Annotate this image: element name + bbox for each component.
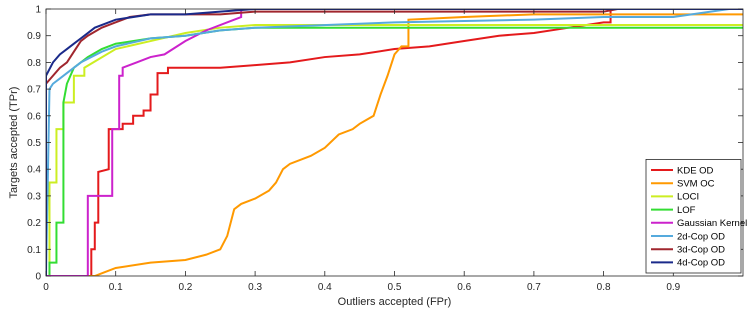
y-tick-label: 0.8 (27, 58, 41, 69)
legend-label-kde-od: KDE OD (677, 165, 714, 176)
y-tick-label: 0.3 (27, 191, 41, 202)
legend-label-lof: LOF (677, 205, 696, 216)
x-tick-label: 0.2 (178, 282, 192, 293)
plot-area (46, 9, 743, 276)
x-tick-label: 0.5 (388, 282, 402, 293)
x-tick-label: 0.8 (597, 282, 611, 293)
series-group (46, 9, 743, 276)
legend: KDE OD SVM OC LOCI LOF Gaussian Kernel 2d-Cop… (645, 158, 747, 274)
y-tick-label: 0.5 (27, 138, 41, 149)
legend-label-loci: LOCI (677, 192, 699, 203)
y-tick-label: 0.4 (27, 165, 41, 176)
y-tick-label: 0.9 (27, 31, 41, 42)
x-tick-label: 0.7 (527, 282, 541, 293)
series-line-4d-cop-od (46, 9, 743, 276)
x-tick-label: 0.9 (666, 282, 680, 293)
series-line-kde-od (46, 9, 743, 276)
x-tick-label: 0 (43, 282, 49, 293)
y-axis-label: Targets accepted (TPr) (8, 87, 20, 199)
x-axis-label: Outliers accepted (FPr) (338, 296, 452, 308)
series-line-gaussian-kernel (46, 9, 743, 276)
x-tick-label: 0.1 (109, 282, 123, 293)
legend-box (645, 158, 742, 274)
y-tick-label: 0.7 (27, 85, 41, 96)
y-tick-label: 0.1 (27, 245, 41, 256)
legend-label-svm-oc: SVM OC (677, 179, 715, 190)
x-tick-label: 0.4 (318, 282, 332, 293)
legend-label-gaussian-kernel: Gaussian Kernel (677, 218, 747, 229)
series-line-loci (46, 24, 743, 276)
series-line-svm-oc (46, 13, 743, 276)
legend-label-4d-cop-od: 4d-Cop OD (677, 258, 725, 269)
y-tick-label: 0 (35, 272, 41, 283)
y-tick-label: 1 (35, 5, 41, 16)
legend-label-2d-cop-od: 2d-Cop OD (677, 231, 725, 242)
series-line-2d-cop-od (46, 9, 743, 276)
legend-label-3d-cop-od: 3d-Cop OD (677, 245, 725, 256)
y-tick-label: 0.6 (27, 111, 41, 122)
axes: 0 0.1 0.2 0.3 0.4 0.5 0.6 0.7 0.8 0.9 0 0.1 0.2 0.3 0.… (27, 5, 744, 293)
series-line-3d-cop-od (46, 9, 743, 276)
y-tick-label: 0.2 (27, 218, 41, 229)
series-line-lof (46, 26, 743, 276)
x-tick-label: 0.6 (457, 282, 471, 293)
x-tick-label: 0.3 (248, 282, 262, 293)
